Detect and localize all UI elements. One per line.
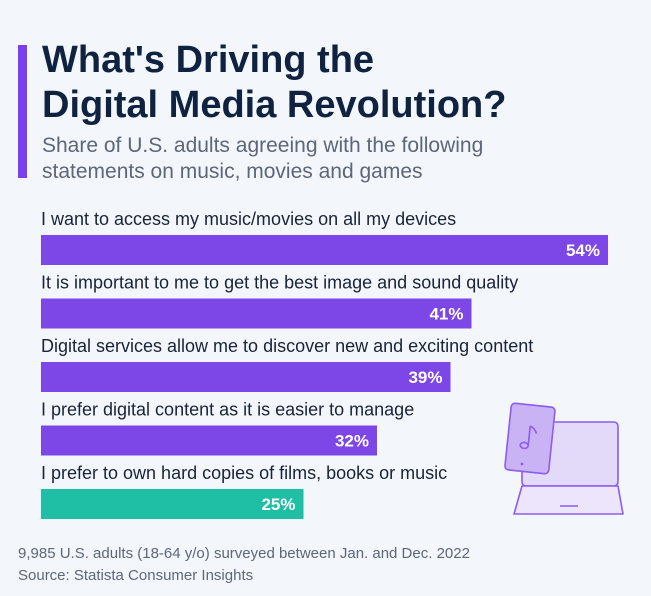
bar-label-1: It is important to me to get the best im… xyxy=(41,273,518,293)
bar-0 xyxy=(41,235,608,265)
bar-value-label-4: 25% xyxy=(261,495,295,514)
bar-label-2: Digital services allow me to discover ne… xyxy=(41,336,533,356)
bar-label-3: I prefer digital content as it is easier… xyxy=(41,400,414,420)
chart-title: What's Driving the Digital Media Revolut… xyxy=(42,39,507,126)
chart-subtitle: Share of U.S. adults agreeing with the f… xyxy=(42,134,484,183)
bar-value-label-2: 39% xyxy=(408,368,442,387)
bar-3 xyxy=(41,425,377,456)
source-line: Source: Statista Consumer Insights xyxy=(18,567,254,584)
bar-label-4: I prefer to own hard copies of films, bo… xyxy=(41,463,447,483)
tablet-laptop-music-icon xyxy=(504,402,624,515)
bar-value-label-1: 41% xyxy=(429,305,463,324)
title-accent-bar xyxy=(18,45,27,178)
bar-2 xyxy=(41,362,451,392)
footer: 9,985 U.S. adults (18-64 y/o) surveyed b… xyxy=(18,543,470,587)
bar-value-label-3: 32% xyxy=(335,432,369,451)
bar-4 xyxy=(41,489,304,519)
bar-1 xyxy=(41,298,472,329)
bar-value-label-0: 54% xyxy=(566,241,600,260)
survey-note: 9,985 U.S. adults (18-64 y/o) surveyed b… xyxy=(18,545,470,562)
bar-label-0: I want to access my music/movies on all … xyxy=(41,209,456,229)
